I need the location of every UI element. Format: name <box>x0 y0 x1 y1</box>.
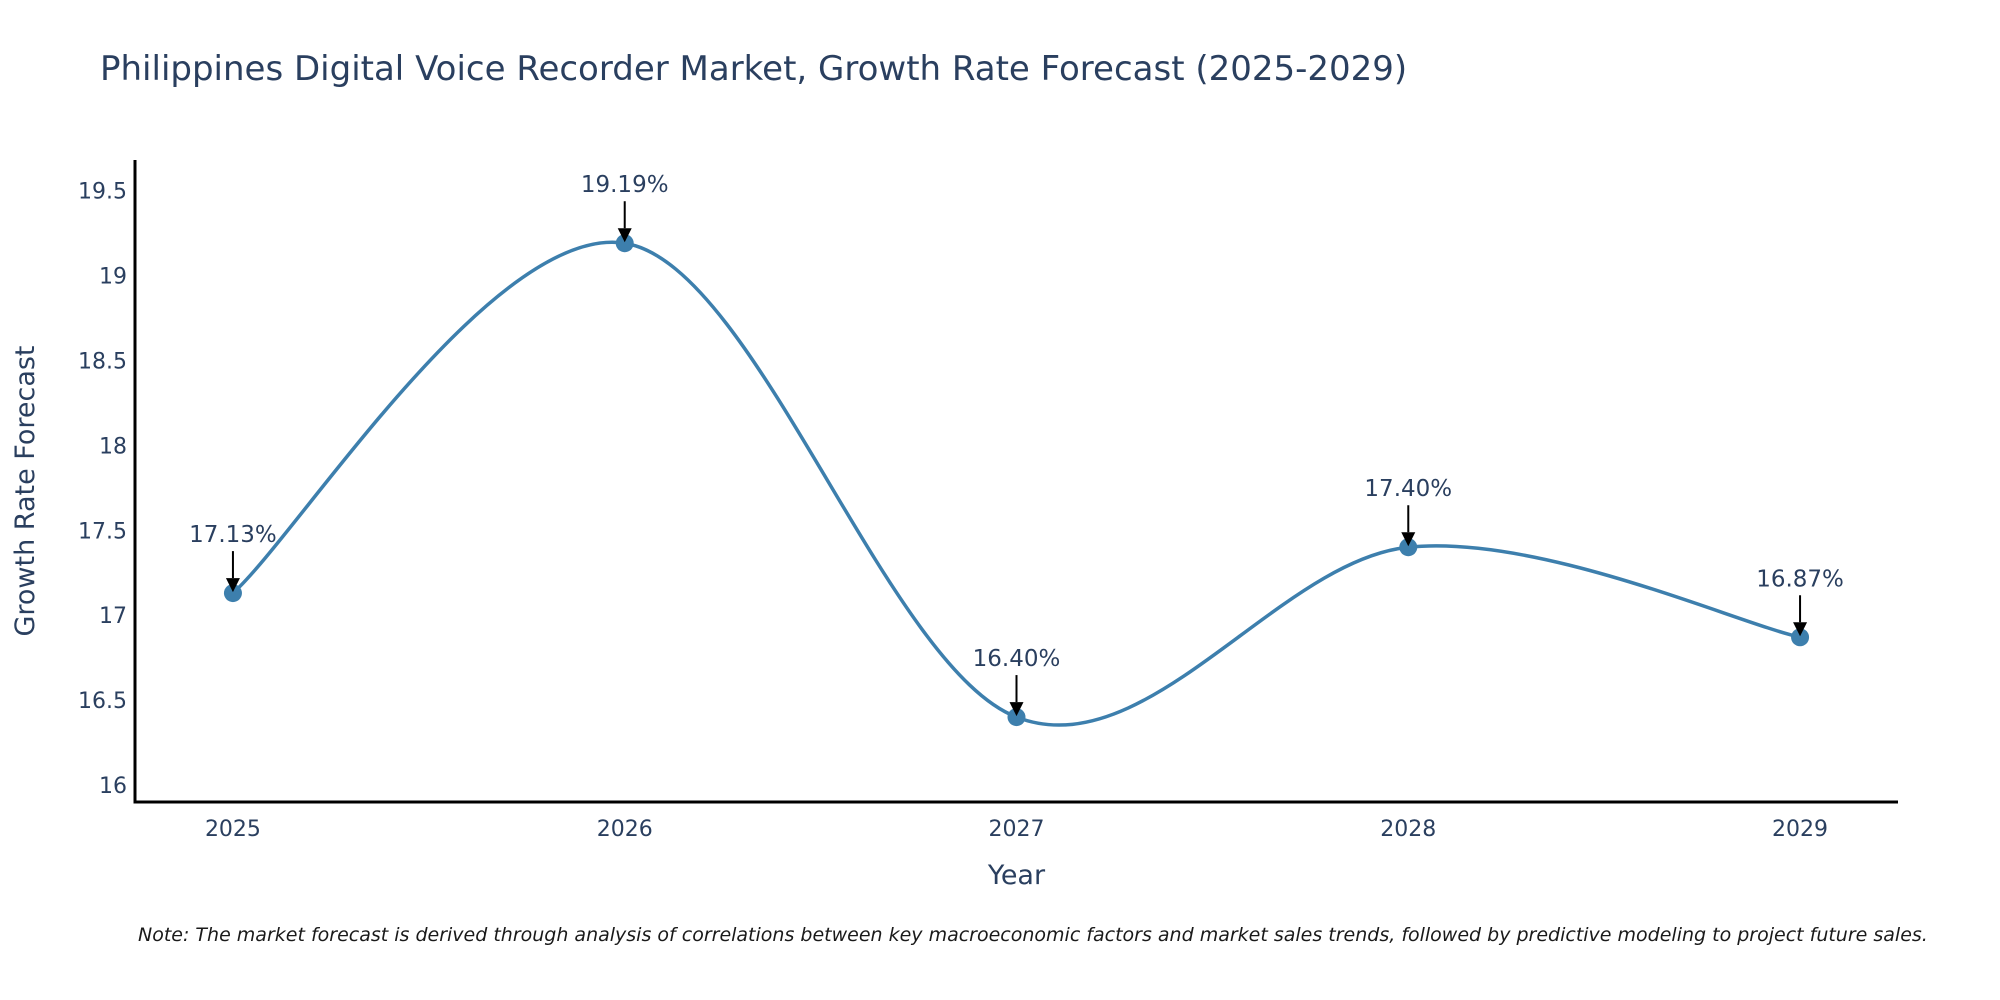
annotation-arrow-head <box>1793 622 1808 637</box>
y-tick-label: 17.5 <box>78 519 127 544</box>
data-label: 16.87% <box>1756 566 1844 592</box>
annotation-arrow-head <box>225 578 240 593</box>
y-tick-label: 16 <box>99 774 127 799</box>
y-tick-label: 18.5 <box>78 349 127 374</box>
x-tick-label: 2025 <box>205 817 261 842</box>
x-axis-title: Year <box>987 860 1046 891</box>
annotation-arrow-head <box>1009 702 1024 717</box>
data-point-marker <box>1007 708 1026 727</box>
chart-note: Note: The market forecast is derived thr… <box>138 924 1928 946</box>
data-label: 16.40% <box>973 646 1061 672</box>
y-tick-label: 19 <box>99 264 127 289</box>
y-axis-ticks: 16 16.5 17 17.5 18 18.5 19 19.5 <box>78 180 127 799</box>
x-tick-label: 2028 <box>1380 817 1436 842</box>
data-annotations: 17.13% 19.19% 16.40% 17.40% 16.87% <box>189 172 1844 717</box>
y-tick-label: 18 <box>99 434 127 459</box>
data-point-marker <box>1791 628 1810 647</box>
data-label: 17.40% <box>1364 476 1452 502</box>
x-tick-label: 2026 <box>597 817 653 842</box>
data-points <box>223 234 1810 727</box>
data-label: 17.13% <box>189 522 277 548</box>
y-axis-title: Growth Rate Forecast <box>10 345 41 636</box>
annotation-arrow-head <box>617 228 632 243</box>
data-point-marker <box>223 584 242 603</box>
x-axis-ticks: 2025 2026 2027 2028 2029 <box>205 817 1828 842</box>
data-label: 19.19% <box>581 172 669 198</box>
data-point-marker <box>1399 538 1418 557</box>
x-tick-label: 2029 <box>1772 817 1828 842</box>
annotation-arrow-head <box>1401 532 1416 547</box>
y-tick-label: 19.5 <box>78 180 127 205</box>
chart-title: Philippines Digital Voice Recorder Marke… <box>100 49 1407 89</box>
x-tick-label: 2027 <box>989 817 1045 842</box>
series-line <box>231 240 1801 727</box>
y-tick-label: 16.5 <box>78 689 127 714</box>
data-point-marker <box>615 234 634 253</box>
y-tick-label: 17 <box>99 604 127 629</box>
